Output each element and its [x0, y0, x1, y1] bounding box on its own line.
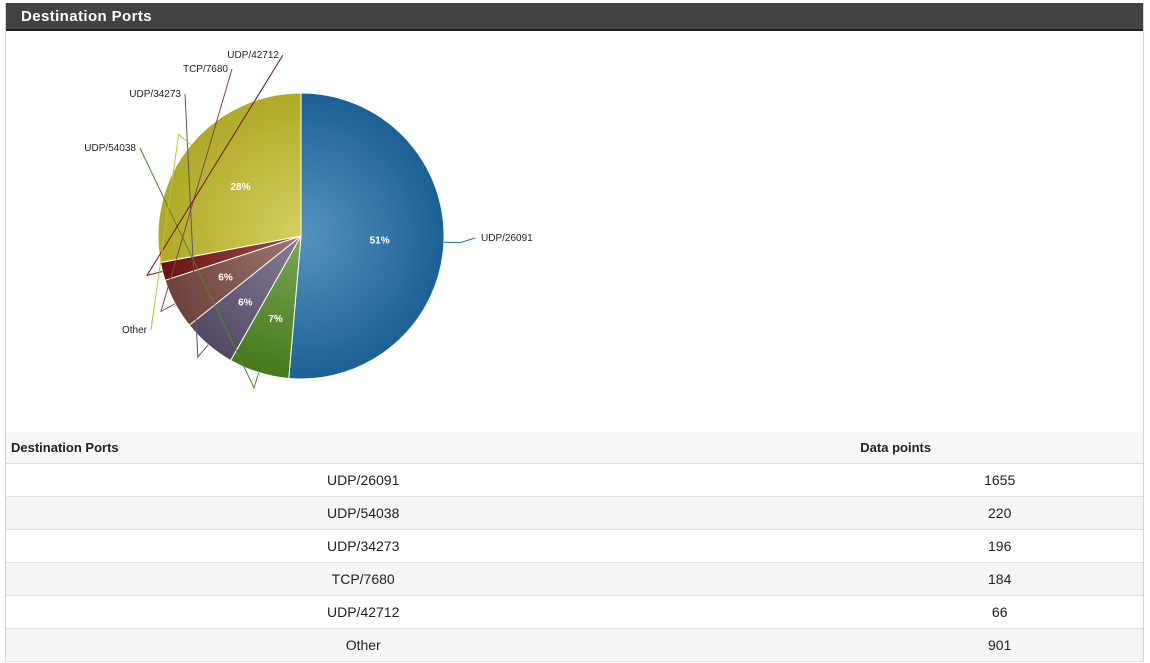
- leader-line-other: [150, 133, 192, 331]
- destination-ports-panel: Destination Ports UDP/26091 UDP/54038 UDP/…: [5, 3, 1144, 662]
- points-cell: 66: [648, 595, 1143, 629]
- port-cell: UDP/26091: [6, 463, 649, 497]
- percent-label-other: 28%: [230, 182, 250, 193]
- panel-title: Destination Ports: [21, 8, 152, 25]
- percent-label-tcp-7680: 6%: [218, 273, 233, 284]
- pie-slice-other[interactable]: [157, 92, 302, 264]
- port-cell: Other: [6, 628, 649, 662]
- slice-label-tcp-7680: TCP/7680: [183, 64, 228, 75]
- pie-chart: UDP/26091 UDP/54038 UDP/34273 TCP/7680 UDP/4…: [84, 50, 533, 390]
- percent-label-udp-34273: 6%: [238, 297, 253, 308]
- points-cell: 220: [648, 496, 1143, 530]
- port-cell: TCP/7680: [6, 562, 649, 596]
- points-cell: 1655: [648, 463, 1143, 497]
- column-header-data-points[interactable]: Data points: [648, 432, 1143, 464]
- port-cell: UDP/34273: [6, 529, 649, 563]
- table-row: TCP/7680 184: [6, 562, 1143, 596]
- points-cell: 901: [648, 628, 1143, 662]
- destination-ports-table: Destination Ports Data points UDP/26091 …: [6, 432, 1143, 662]
- leader-line-udp-54038: [139, 147, 260, 390]
- port-cell: UDP/54038: [6, 496, 649, 530]
- slice-label-other: Other: [122, 325, 148, 336]
- percent-label-udp-26091: 51%: [370, 235, 390, 246]
- percent-label-udp-54038: 7%: [268, 314, 283, 325]
- pie-slice-udp-26091[interactable]: [288, 92, 445, 380]
- leader-line-udp-42712: [145, 54, 284, 277]
- leader-line-udp-26091: [443, 237, 476, 244]
- table-row: UDP/34273 196: [6, 529, 1143, 563]
- points-cell: 196: [648, 529, 1143, 563]
- table-row: Other 901: [6, 628, 1143, 662]
- table-row: UDP/54038 220: [6, 496, 1143, 530]
- port-cell: UDP/42712: [6, 595, 649, 629]
- pie-chart-area: UDP/26091 UDP/54038 UDP/34273 TCP/7680 UDP/4…: [6, 31, 1143, 433]
- table-row: UDP/42712 66: [6, 595, 1143, 629]
- column-header-destination-ports[interactable]: Destination Ports: [6, 432, 649, 464]
- table-row: UDP/26091 1655: [6, 463, 1143, 497]
- points-cell: 184: [648, 562, 1143, 596]
- leader-line-tcp-7680: [160, 68, 233, 313]
- table-header-row: Destination Ports Data points: [6, 432, 1143, 464]
- slice-label-udp-34273: UDP/34273: [129, 89, 181, 100]
- leader-line-udp-34273: [184, 93, 209, 359]
- slice-label-udp-42712: UDP/42712: [227, 50, 279, 61]
- panel-heading: Destination Ports: [6, 3, 1143, 31]
- slice-label-udp-54038: UDP/54038: [84, 143, 136, 154]
- slice-label-udp-26091: UDP/26091: [481, 233, 533, 244]
